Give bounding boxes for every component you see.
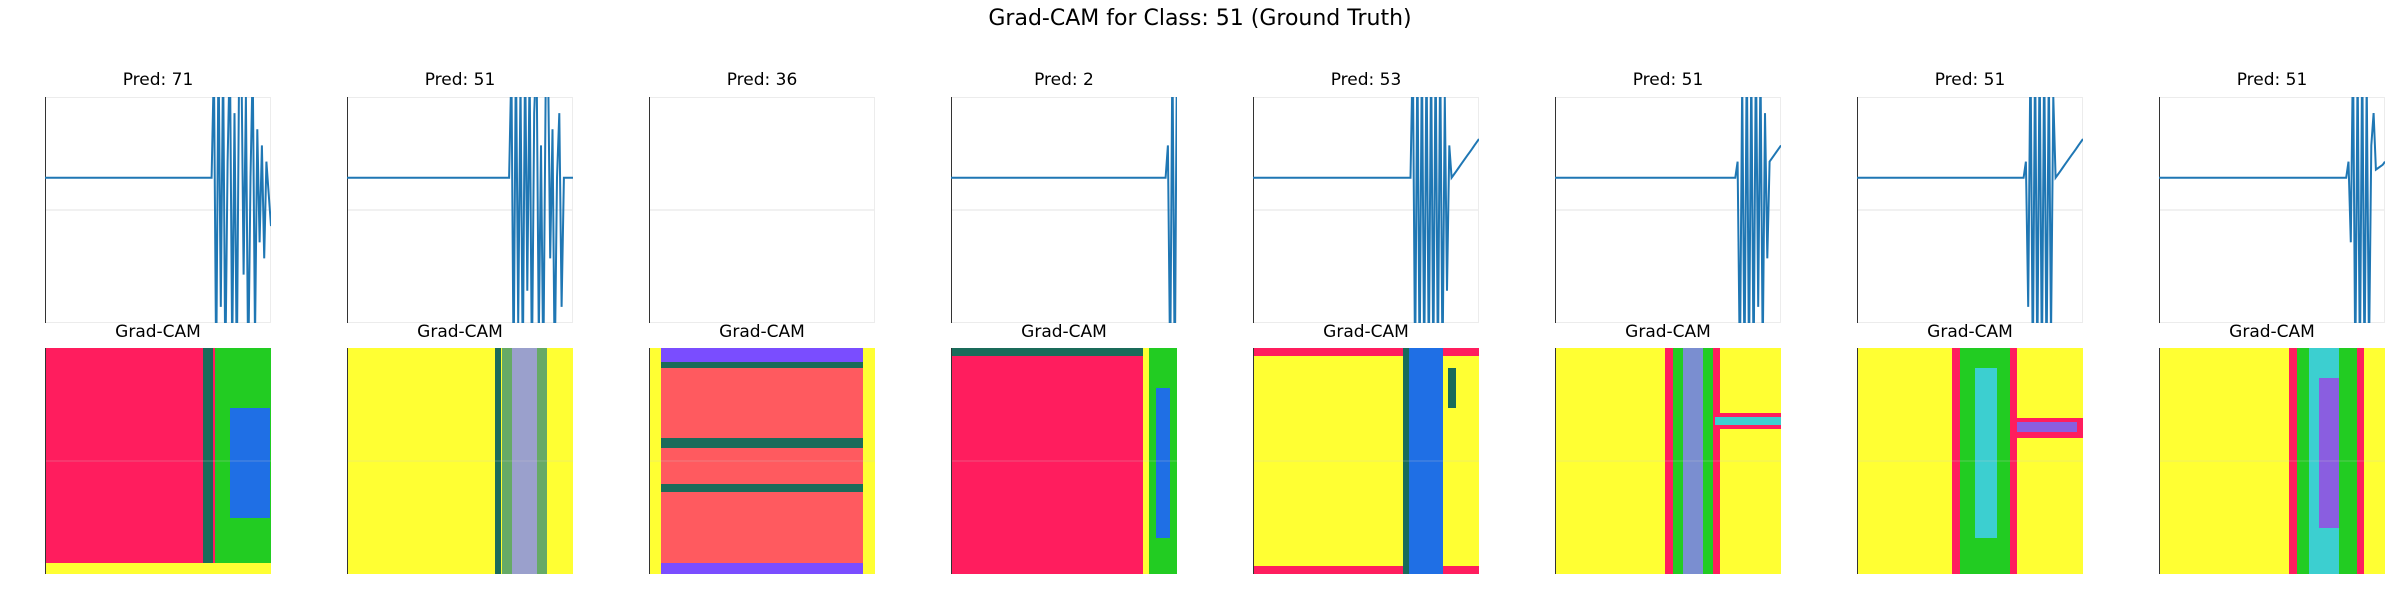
signal-plot — [45, 97, 271, 323]
grad-cam-panel — [951, 348, 1177, 574]
pred-title: Pred: 53 — [1330, 70, 1402, 90]
grad-cam-title: Grad-CAM — [1927, 322, 2013, 342]
signal-plot — [951, 97, 1177, 323]
signal-plot — [1253, 97, 1479, 323]
grad-cam-title: Grad-CAM — [417, 322, 503, 342]
grad-cam-panel — [1555, 348, 1781, 574]
heatmap-region — [1156, 388, 1170, 538]
signal-panel — [649, 97, 875, 323]
grad-cam-title: Grad-CAM — [1021, 322, 1107, 342]
signal-line — [1857, 97, 2083, 323]
signal-line — [2159, 97, 2385, 323]
heatmap-region — [649, 484, 875, 492]
grad-cam-title: Grad-CAM — [115, 322, 201, 342]
pred-title: Pred: 2 — [1034, 70, 1094, 90]
heatmap-region — [1253, 566, 1479, 574]
grad-cam-heatmap — [45, 348, 271, 574]
grad-cam-heatmap — [951, 348, 1177, 574]
grad-cam-heatmap — [1857, 348, 2083, 574]
grad-cam-heatmap — [1555, 348, 1781, 574]
heatmap-region — [45, 563, 271, 574]
heatmap-region — [1448, 368, 1456, 408]
grad-cam-heatmap — [2159, 348, 2385, 574]
pred-title: Pred: 51 — [1934, 70, 2006, 90]
grad-cam-panel — [45, 348, 271, 574]
signal-panel — [45, 97, 271, 323]
heatmap-region — [2319, 378, 2339, 528]
signal-panel — [951, 97, 1177, 323]
grad-cam-heatmap — [649, 348, 875, 574]
heatmap-region — [649, 348, 875, 362]
grad-cam-title: Grad-CAM — [1625, 322, 1711, 342]
signal-line — [1253, 97, 1479, 323]
signal-panel — [1857, 97, 2083, 323]
grad-cam-title: Grad-CAM — [2229, 322, 2315, 342]
signal-panel — [347, 97, 573, 323]
signal-panel — [1253, 97, 1479, 323]
heatmap-region — [1715, 417, 1781, 425]
heatmap-region — [2017, 422, 2077, 432]
heatmap-region — [649, 563, 875, 574]
heatmap-region — [1975, 368, 1997, 538]
heatmap-region — [649, 362, 875, 368]
heatmap-region — [649, 438, 875, 448]
grad-cam-panel — [1253, 348, 1479, 574]
signal-line — [347, 97, 573, 323]
signal-line — [45, 97, 271, 323]
grad-cam-heatmap — [1253, 348, 1479, 574]
signal-plot — [347, 97, 573, 323]
pred-title: Pred: 71 — [122, 70, 194, 90]
grad-cam-title: Grad-CAM — [719, 322, 805, 342]
grad-cam-heatmap — [347, 348, 573, 574]
signal-line — [951, 97, 1177, 323]
pred-title: Pred: 51 — [2236, 70, 2308, 90]
signal-panel — [2159, 97, 2385, 323]
signal-plot — [2159, 97, 2385, 323]
grad-cam-panel — [2159, 348, 2385, 574]
heatmap-region — [230, 408, 270, 518]
signal-plot — [1555, 97, 1781, 323]
signal-plot — [649, 97, 875, 323]
figure-title: Grad-CAM for Class: 51 (Ground Truth) — [988, 6, 1412, 31]
grad-cam-panel — [347, 348, 573, 574]
signal-panel — [1555, 97, 1781, 323]
heatmap-region — [951, 348, 1177, 356]
grad-cam-title: Grad-CAM — [1323, 322, 1409, 342]
heatmap-region — [1253, 348, 1479, 356]
signal-line — [1555, 97, 1781, 323]
grad-cam-panel — [1857, 348, 2083, 574]
grad-cam-panel — [649, 348, 875, 574]
signal-plot — [1857, 97, 2083, 323]
pred-title: Pred: 36 — [726, 70, 798, 90]
pred-title: Pred: 51 — [1632, 70, 1704, 90]
pred-title: Pred: 51 — [424, 70, 496, 90]
